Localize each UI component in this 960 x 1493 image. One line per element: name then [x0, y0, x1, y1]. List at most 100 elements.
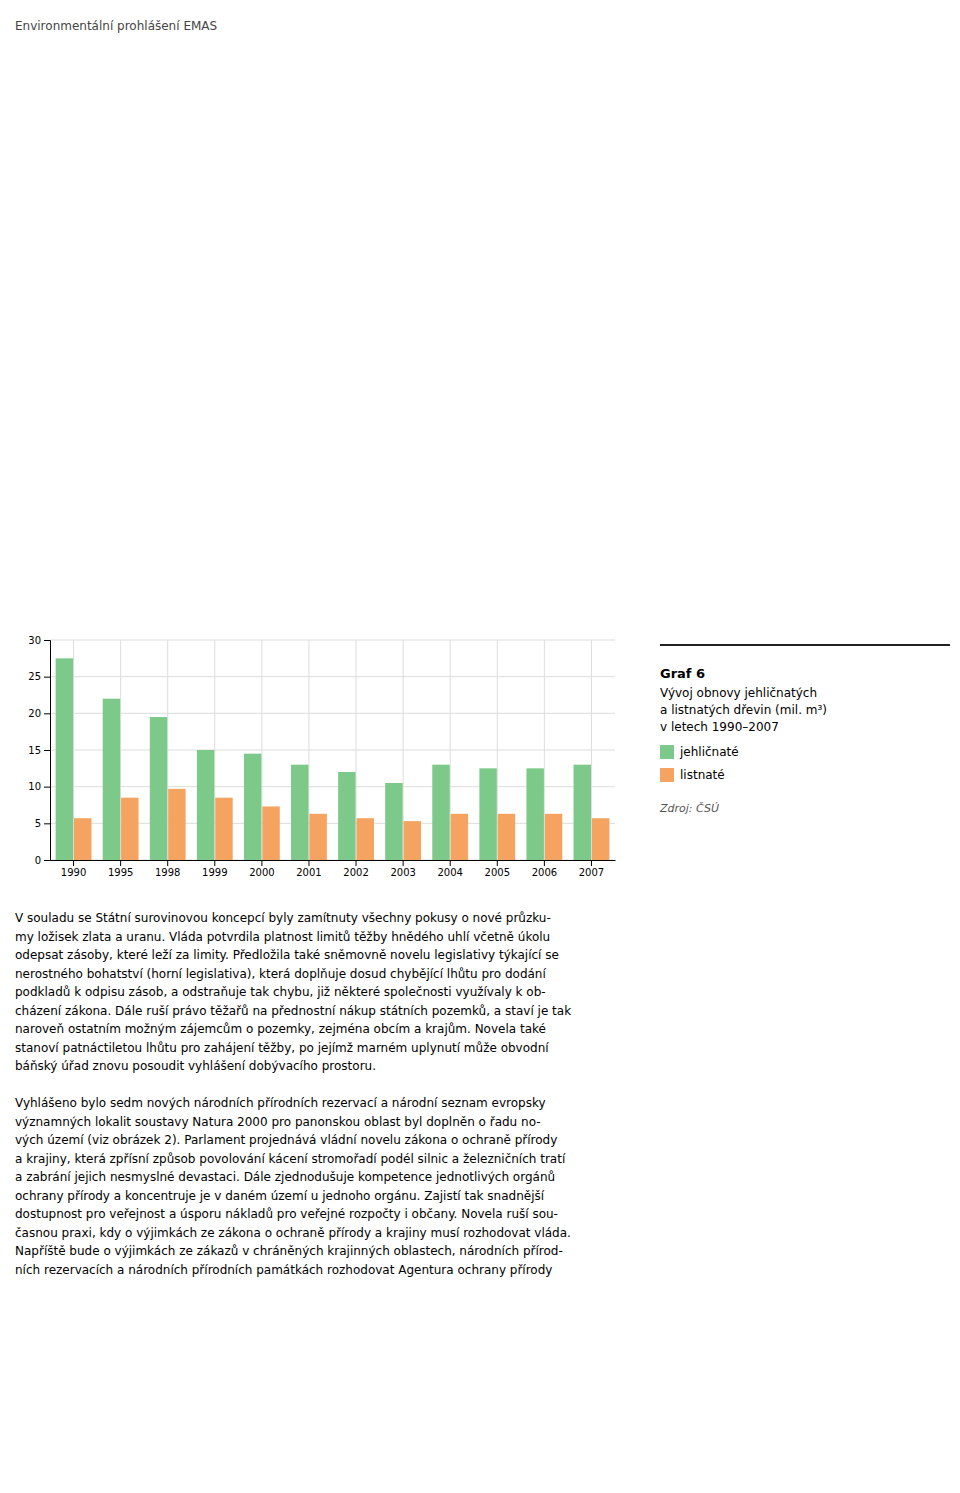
x-grid-line — [167, 640, 168, 860]
y-tick-mark — [44, 677, 50, 678]
title: Graf 6 — [660, 666, 705, 681]
bar — [74, 818, 91, 860]
bar — [404, 821, 421, 860]
bar — [121, 798, 138, 860]
bar — [215, 798, 232, 860]
y-tick-mark — [44, 750, 50, 751]
body-text: ochrany přírody a koncentruje je v daném… — [15, 1189, 545, 1203]
x-axis: 1990199519981999200020012002200320042005… — [51, 860, 616, 878]
subtitle: v letech 1990–2007 — [660, 720, 779, 734]
subtitle: a listnatých dřevin (mil. m³) — [660, 703, 827, 717]
y-grid-line — [50, 640, 615, 641]
x-tick-label: 2002 — [343, 867, 368, 878]
x-tick-label: 2007 — [579, 867, 604, 878]
y-tick-label: 0 — [35, 855, 41, 866]
x-axis-line — [51, 860, 616, 861]
y-tick-mark — [44, 823, 50, 824]
body-text: Vyhlášeno bylo sedm nových národních pří… — [15, 1096, 546, 1110]
x-tick-label: 1998 — [155, 867, 180, 878]
body-text: odepsat zásoby, které leží za limity. Př… — [15, 948, 559, 962]
y-tick: 25 — [28, 671, 50, 682]
x-tick-label: 2005 — [485, 867, 510, 878]
bar — [56, 658, 73, 860]
bar — [338, 772, 355, 860]
legend: jehličnaté listnaté — [660, 745, 739, 782]
bar — [150, 717, 167, 860]
legend-swatch — [660, 768, 674, 782]
x-tick-mark — [261, 860, 262, 866]
bar — [574, 765, 591, 860]
body-text: časnou praxi, kdy o výjimkách ze zákona … — [15, 1226, 571, 1240]
bar — [498, 814, 515, 860]
x-tick: 2001 — [296, 860, 321, 878]
x-tick: 1990 — [61, 860, 86, 878]
legend-label: listnaté — [680, 768, 725, 782]
y-tick: 10 — [28, 781, 50, 792]
subtitle: Vývoj obnovy jehličnatých — [660, 686, 817, 700]
x-tick-mark — [214, 860, 215, 866]
x-grid-line — [73, 640, 74, 860]
x-grid-line — [450, 640, 451, 860]
page: Environmentální prohlášení EMAS199019951… — [0, 0, 960, 1493]
x-tick-mark — [591, 860, 592, 866]
x-tick-mark — [403, 860, 404, 866]
x-grid-line — [120, 640, 121, 860]
bar — [526, 768, 543, 860]
body-text: nerostného bohatství (horní legislativa)… — [15, 967, 546, 981]
grid — [50, 640, 615, 860]
x-tick-mark — [450, 860, 451, 866]
x-tick: 1995 — [108, 860, 133, 878]
bar — [357, 818, 374, 860]
x-tick: 2002 — [343, 860, 368, 878]
x-grid-line — [497, 640, 498, 860]
y-tick: 30 — [28, 635, 50, 646]
bar — [479, 768, 496, 860]
x-tick-mark — [497, 860, 498, 866]
bars — [56, 658, 610, 860]
x-tick-label: 2004 — [437, 867, 462, 878]
x-tick: 2006 — [532, 860, 557, 878]
x-tick-label: 1995 — [108, 867, 133, 878]
body-text: báňský úřad znovu posoudit vyhlášení dob… — [15, 1059, 376, 1073]
bar — [291, 765, 308, 860]
bar — [432, 765, 449, 860]
y-tick: 5 — [35, 818, 50, 829]
source: Zdroj: ČSÚ — [659, 802, 719, 815]
body-text: V souladu se Státní surovinovou koncepcí… — [15, 911, 551, 925]
x-tick-label: 1990 — [61, 867, 86, 878]
bar — [545, 814, 562, 860]
body-text: významných lokalit soustavy Natura 2000 … — [15, 1115, 541, 1129]
y-tick-mark — [44, 713, 50, 714]
x-tick-mark — [544, 860, 545, 866]
x-grid-line — [214, 640, 215, 860]
y-tick-mark — [44, 787, 50, 788]
bar — [309, 814, 326, 860]
body-text: my ložisek zlata a uranu. Vláda potvrdil… — [15, 930, 550, 944]
bar — [592, 818, 609, 860]
x-tick: 2003 — [390, 860, 415, 878]
x-tick-label: 2006 — [532, 867, 557, 878]
y-tick: 0 — [35, 855, 50, 866]
y-tick-label: 20 — [28, 708, 41, 719]
bar-series — [56, 658, 591, 860]
x-tick: 1999 — [202, 860, 227, 878]
x-grid-line — [403, 640, 404, 860]
x-tick-mark — [356, 860, 357, 866]
bar-series — [74, 789, 609, 860]
body-text: a krajiny, která zpřísní způsob povolová… — [15, 1152, 566, 1166]
x-tick-mark — [73, 860, 74, 866]
y-tick-label: 15 — [28, 745, 41, 756]
body-text: a zabrání jejich nesmyslné devastaci. Dá… — [15, 1170, 555, 1184]
separator — [660, 644, 950, 646]
y-tick-label: 5 — [35, 818, 41, 829]
legend-label: jehličnaté — [679, 745, 739, 759]
x-grid-line — [356, 640, 357, 860]
x-grid-line — [261, 640, 262, 860]
body-text: stanoví patnáctiletou lhůtu pro zahájení… — [15, 1041, 549, 1055]
x-tick: 2007 — [579, 860, 604, 878]
x-grid-line — [591, 640, 592, 860]
bar — [103, 699, 120, 860]
x-grid-line — [308, 640, 309, 860]
bar — [197, 750, 214, 860]
body-text: ních rezervacích a národních přírodních … — [15, 1263, 552, 1277]
